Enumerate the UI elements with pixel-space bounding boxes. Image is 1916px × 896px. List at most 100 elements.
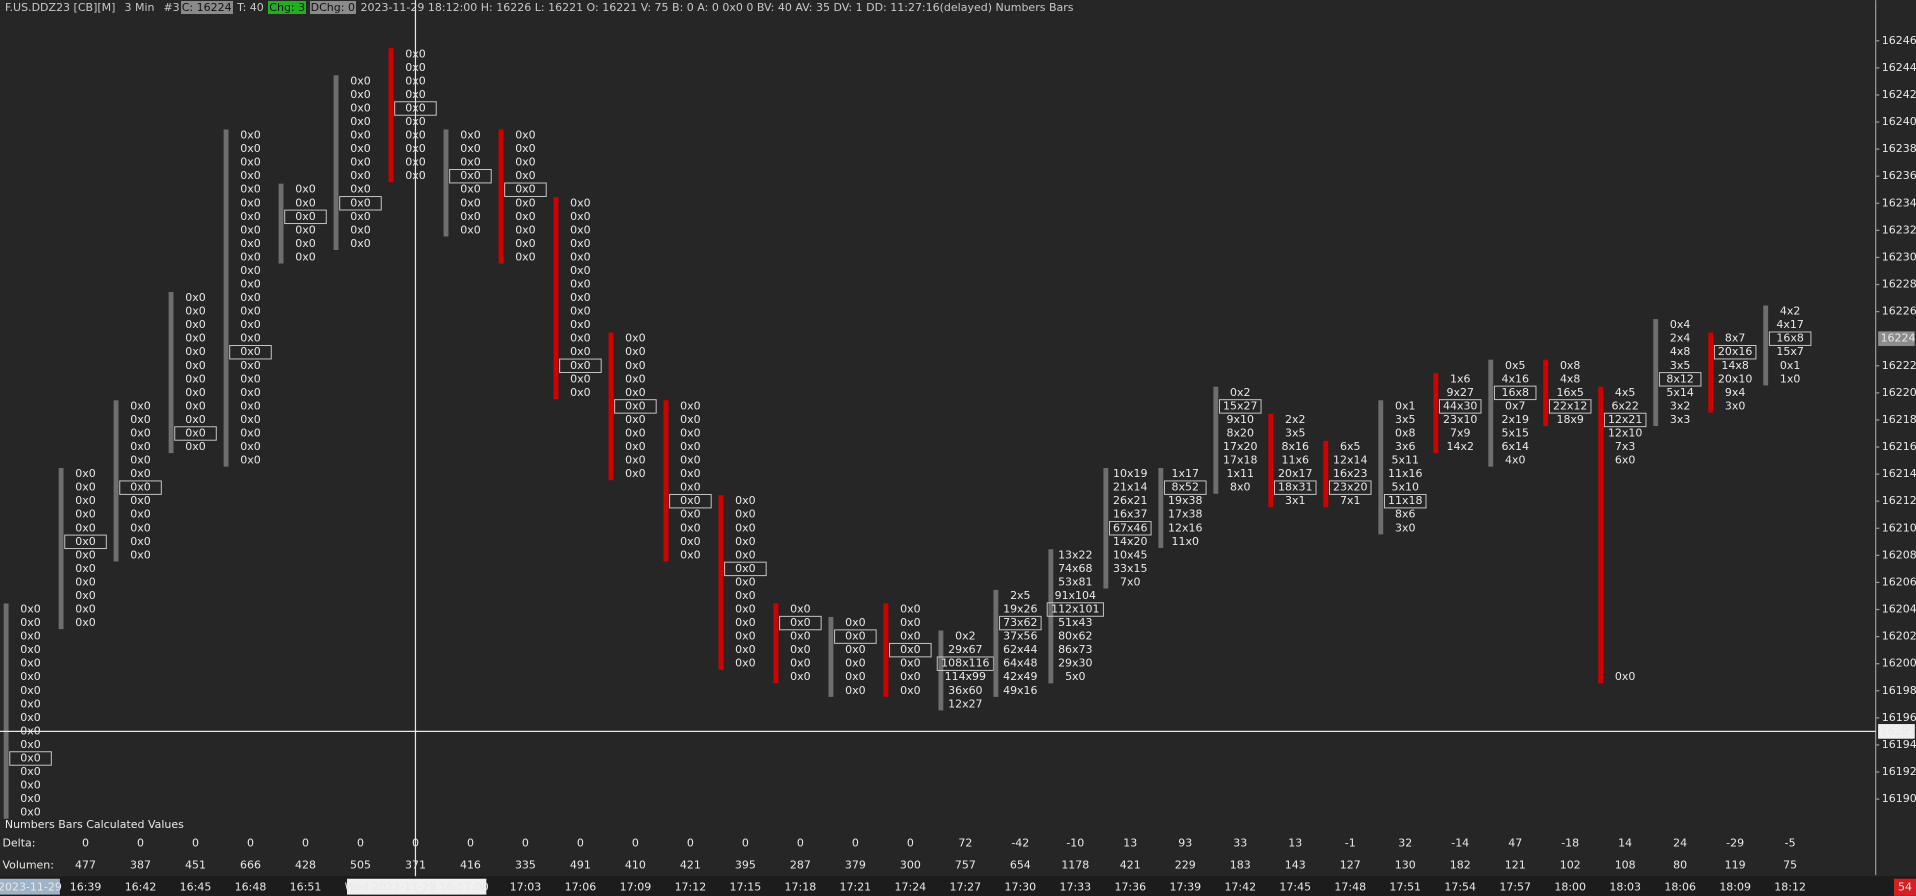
price-bar — [993, 589, 999, 697]
price-tick-label: 16230 — [1882, 250, 1916, 263]
cell: 0x0 — [185, 372, 205, 385]
time-label: 17:21 — [840, 880, 872, 893]
cell: 16x8 — [1501, 386, 1528, 399]
cell: 0x0 — [240, 196, 260, 209]
volume-value: 654 — [1010, 858, 1031, 871]
cell: 0x0 — [625, 440, 645, 453]
cell: 12x21 — [1608, 413, 1642, 426]
cell: 0x0 — [460, 196, 480, 209]
poc-box — [284, 209, 327, 225]
delta-value: 0 — [797, 836, 804, 849]
time-label: 17:06 — [565, 880, 597, 893]
cell: 0x0 — [130, 440, 150, 453]
cell: 0x0 — [515, 129, 535, 142]
cell: 0x0 — [570, 332, 590, 345]
price-bar — [1268, 413, 1274, 508]
price-bar — [1213, 386, 1219, 494]
cell: 0x0 — [185, 305, 205, 318]
cell: 0x0 — [350, 169, 370, 182]
cell: 23x20 — [1333, 481, 1367, 494]
cell: 17x20 — [1223, 440, 1257, 453]
cell: 0x0 — [625, 454, 645, 467]
cell: 21x14 — [1113, 481, 1147, 494]
cell: 0x0 — [185, 332, 205, 345]
volume-value: 335 — [515, 858, 536, 871]
price-tick-label: 16236 — [1882, 169, 1916, 182]
cell: 29x67 — [948, 643, 982, 656]
price-tick-label: 16198 — [1882, 684, 1916, 697]
volume-value: 102 — [1560, 858, 1581, 871]
poc-box — [1164, 480, 1207, 495]
cell: 0x0 — [240, 169, 260, 182]
price-bar — [1488, 359, 1494, 467]
price-tick-label: 16194 — [1882, 738, 1916, 751]
cell: 4x8 — [1670, 345, 1690, 358]
price-bar — [1323, 440, 1329, 508]
cell: 8x20 — [1227, 426, 1254, 439]
cell: 10x45 — [1113, 548, 1147, 561]
cell: 4x5 — [1615, 386, 1635, 399]
cell: 9x10 — [1227, 413, 1254, 426]
price-bar — [1763, 305, 1769, 386]
cell: 12x27 — [948, 697, 982, 710]
cell: 0x0 — [735, 589, 755, 602]
cell: 2x19 — [1501, 413, 1528, 426]
time-label: 17:27 — [950, 880, 982, 893]
volume-value: 477 — [75, 858, 96, 871]
cell: 9x4 — [1725, 386, 1745, 399]
cell: 15x27 — [1223, 399, 1257, 412]
price-tick-label: 16244 — [1882, 61, 1916, 74]
cell: 11x18 — [1388, 494, 1422, 507]
price-bar — [608, 332, 614, 481]
cell: 1x0 — [1780, 372, 1800, 385]
cell: 0x0 — [570, 291, 590, 304]
delta-value: 13 — [1123, 836, 1137, 849]
cell: 42x49 — [1003, 670, 1037, 683]
cell: 108x116 — [941, 657, 989, 670]
cell: 1x11 — [1227, 467, 1254, 480]
cell: 0x0 — [790, 670, 810, 683]
cell: 0x0 — [185, 345, 205, 358]
cell: 12x10 — [1608, 426, 1642, 439]
volume-value: 127 — [1340, 858, 1361, 871]
cell: 16x8 — [1776, 332, 1803, 345]
cell: 11x6 — [1282, 454, 1309, 467]
cell: 67x46 — [1113, 521, 1147, 534]
cell: 15x7 — [1776, 345, 1803, 358]
price-tick-label: 16190 — [1882, 792, 1916, 805]
cell: 0x0 — [625, 386, 645, 399]
price-tick-label: 16204 — [1882, 603, 1916, 616]
cell: 0x0 — [460, 142, 480, 155]
cell: 0x0 — [130, 413, 150, 426]
cell: 0x0 — [680, 467, 700, 480]
cell: 0x0 — [515, 210, 535, 223]
cell: 0x0 — [20, 603, 40, 616]
cell: 0x0 — [900, 657, 920, 670]
cell: 73x62 — [1003, 616, 1037, 629]
cell: 0x0 — [735, 616, 755, 629]
cell: 0x0 — [900, 684, 920, 697]
volume-value: 287 — [790, 858, 811, 871]
cell: 0x0 — [570, 250, 590, 263]
cell: 0x8 — [1395, 426, 1415, 439]
current-price-box — [1878, 331, 1915, 347]
delta-value: 0 — [82, 836, 89, 849]
time-label: 16:45 — [180, 880, 212, 893]
cell: 7x9 — [1450, 426, 1470, 439]
delta-value: 0 — [852, 836, 859, 849]
time-label: 16:39 — [70, 880, 102, 893]
cell: 16x5 — [1556, 386, 1583, 399]
cell: 11x0 — [1172, 535, 1199, 548]
cell: 0x0 — [240, 332, 260, 345]
cell: 0x0 — [680, 399, 700, 412]
poc-box — [504, 182, 547, 197]
cell: 0x0 — [185, 426, 205, 439]
poc-box — [1219, 399, 1262, 414]
price-bar — [1543, 359, 1549, 427]
volume-value: 182 — [1450, 858, 1471, 871]
cell: 0x0 — [845, 630, 865, 643]
time-label: 17:03 — [510, 880, 542, 893]
cell: 53x81 — [1058, 575, 1092, 588]
delta-value: 14 — [1618, 836, 1632, 849]
cell: 0x0 — [240, 372, 260, 385]
